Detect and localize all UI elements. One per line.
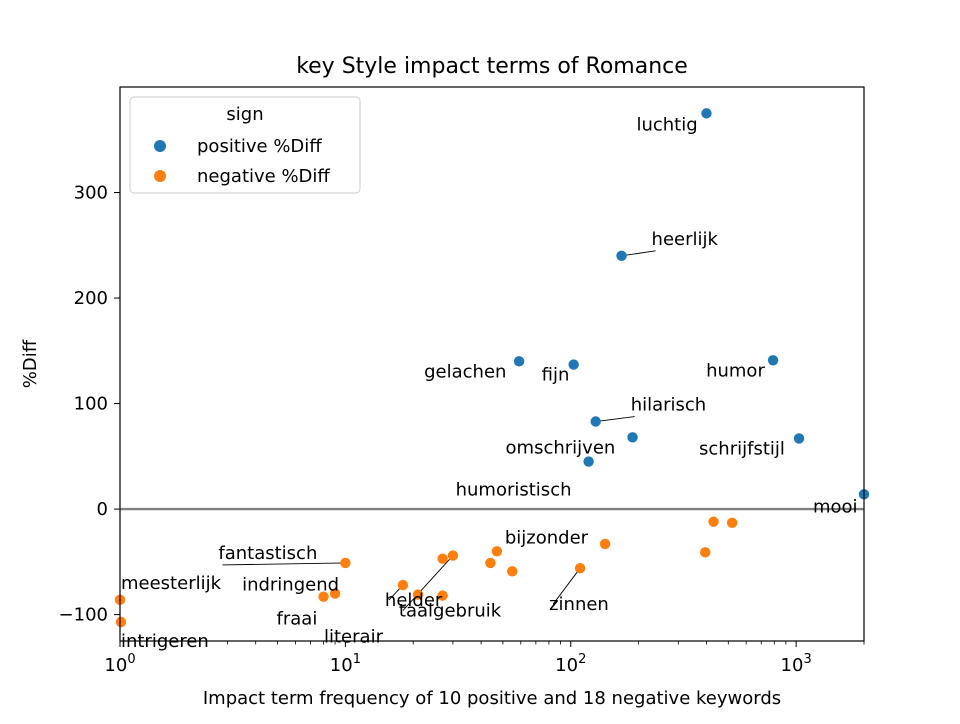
data-point xyxy=(340,557,351,569)
data-point xyxy=(437,553,448,564)
point-label: schrijfstijl xyxy=(699,438,785,459)
data-point xyxy=(599,538,611,550)
point-label: zinnen xyxy=(549,594,609,615)
data-point xyxy=(568,359,579,370)
point-label: omschrijven xyxy=(506,437,616,458)
data-point xyxy=(590,416,601,427)
point-label: taalgebruik xyxy=(399,601,502,622)
data-point xyxy=(437,590,448,601)
data-point xyxy=(318,591,329,602)
data-point xyxy=(412,589,424,600)
legend-title: sign xyxy=(226,104,263,125)
legend-marker xyxy=(154,140,166,152)
point-label: fraai xyxy=(277,609,318,630)
point-label: fijn xyxy=(542,365,570,386)
x-tick-exponent: 2 xyxy=(578,652,586,667)
data-point xyxy=(485,557,496,569)
point-label: luchtig xyxy=(636,114,697,135)
data-point xyxy=(793,433,805,444)
y-axis-label: %Diff xyxy=(20,339,41,388)
data-point xyxy=(700,547,711,558)
point-label: gelachen xyxy=(424,361,506,382)
label-connector xyxy=(222,562,346,566)
data-point xyxy=(513,356,525,367)
legend-box xyxy=(129,96,361,194)
y-tick-label: 300 xyxy=(74,183,108,204)
y-tick-label: 200 xyxy=(74,288,108,309)
data-point xyxy=(616,250,627,262)
x-tick-base: 10 xyxy=(555,655,578,676)
point-label: meesterlijk xyxy=(121,573,222,594)
data-point xyxy=(767,355,779,366)
data-point xyxy=(701,108,712,119)
point-label: literair xyxy=(324,627,384,648)
data-point xyxy=(583,456,594,467)
label-connector xyxy=(402,555,454,611)
data-point xyxy=(507,566,518,577)
point-label: humor xyxy=(706,360,765,381)
data-point xyxy=(447,550,459,561)
data-point xyxy=(115,616,127,628)
legend-marker xyxy=(154,170,166,182)
x-tick-exponent: 3 xyxy=(803,652,811,667)
y-tick-label: −100 xyxy=(59,605,108,626)
point-label: hilarisch xyxy=(631,395,707,416)
point-label: indringend xyxy=(242,575,339,596)
x-tick-exponent: 0 xyxy=(127,652,135,667)
label-connector xyxy=(595,416,635,422)
point-label: helder xyxy=(385,590,443,611)
x-tick-label: 103 xyxy=(781,652,812,676)
legend-label: positive %Diff xyxy=(197,136,322,157)
data-point xyxy=(726,517,738,529)
x-tick-base: 10 xyxy=(781,655,804,676)
point-label: fantastisch xyxy=(218,543,317,564)
x-axis-label: Impact term frequency of 10 positive and… xyxy=(203,688,781,709)
data-point xyxy=(397,579,409,591)
point-label: mooi xyxy=(813,496,858,517)
point-label: bijzonder xyxy=(505,527,589,548)
label-connector xyxy=(621,250,656,257)
x-tick-base: 10 xyxy=(330,655,353,676)
data-point xyxy=(574,562,586,574)
x-tick-label: 101 xyxy=(330,652,361,676)
data-point xyxy=(627,432,638,443)
x-tick-label: 100 xyxy=(104,652,135,676)
x-tick-label: 102 xyxy=(555,652,586,676)
data-point xyxy=(708,516,719,527)
data-point xyxy=(329,588,341,599)
plot-frame xyxy=(119,86,865,642)
point-label: humoristisch xyxy=(456,480,572,501)
data-point xyxy=(491,546,503,557)
label-connector xyxy=(552,567,581,605)
x-tick-exponent: 1 xyxy=(353,652,361,667)
y-tick-label: 100 xyxy=(74,394,108,415)
legend-label: negative %Diff xyxy=(197,166,330,187)
point-label: heerlijk xyxy=(652,229,719,250)
chart-title: key Style impact terms of Romance xyxy=(296,54,688,79)
y-tick-label: 0 xyxy=(97,499,108,520)
x-tick-base: 10 xyxy=(104,655,127,676)
